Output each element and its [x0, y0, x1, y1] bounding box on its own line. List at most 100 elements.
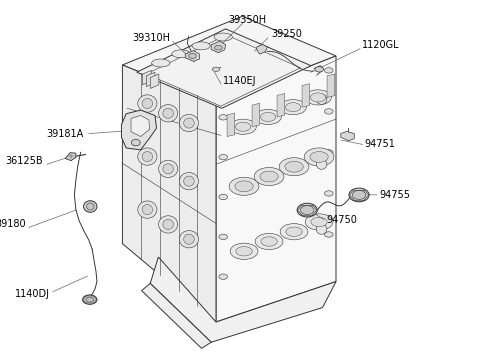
- Ellipse shape: [152, 59, 170, 67]
- Ellipse shape: [349, 188, 369, 202]
- Ellipse shape: [280, 223, 308, 240]
- Text: 1120GL: 1120GL: [362, 40, 400, 50]
- Text: 39310H: 39310H: [132, 33, 170, 43]
- Polygon shape: [122, 65, 216, 322]
- Ellipse shape: [180, 173, 199, 190]
- Ellipse shape: [324, 191, 333, 196]
- Ellipse shape: [286, 103, 301, 112]
- Ellipse shape: [138, 95, 157, 112]
- Ellipse shape: [158, 105, 178, 122]
- Polygon shape: [65, 153, 76, 161]
- Ellipse shape: [219, 234, 228, 240]
- Polygon shape: [341, 131, 354, 141]
- Polygon shape: [131, 116, 150, 136]
- Ellipse shape: [316, 94, 327, 104]
- Polygon shape: [257, 44, 267, 54]
- Ellipse shape: [280, 100, 306, 115]
- Ellipse shape: [230, 243, 258, 260]
- Polygon shape: [146, 72, 155, 87]
- Polygon shape: [150, 74, 159, 88]
- Ellipse shape: [184, 118, 194, 128]
- Polygon shape: [302, 84, 310, 107]
- Ellipse shape: [219, 155, 228, 160]
- Ellipse shape: [83, 295, 97, 304]
- Polygon shape: [146, 35, 300, 106]
- Ellipse shape: [285, 161, 303, 172]
- Ellipse shape: [324, 150, 333, 155]
- Ellipse shape: [163, 164, 173, 174]
- Ellipse shape: [311, 217, 327, 227]
- Ellipse shape: [214, 33, 232, 41]
- Polygon shape: [227, 113, 235, 136]
- Ellipse shape: [158, 160, 178, 178]
- Text: 1140DJ: 1140DJ: [15, 289, 50, 299]
- Ellipse shape: [254, 168, 284, 186]
- Polygon shape: [185, 51, 200, 61]
- Text: 39181A: 39181A: [47, 129, 84, 139]
- Ellipse shape: [184, 176, 194, 186]
- Ellipse shape: [158, 216, 178, 233]
- Ellipse shape: [142, 205, 153, 215]
- Polygon shape: [142, 283, 211, 348]
- Ellipse shape: [230, 119, 256, 134]
- Ellipse shape: [138, 148, 157, 165]
- Polygon shape: [137, 29, 311, 108]
- Ellipse shape: [261, 237, 277, 246]
- Ellipse shape: [86, 203, 94, 210]
- Ellipse shape: [219, 115, 228, 120]
- Ellipse shape: [324, 232, 333, 237]
- Text: 94755: 94755: [379, 190, 410, 200]
- Polygon shape: [277, 93, 285, 117]
- Ellipse shape: [279, 158, 309, 176]
- Ellipse shape: [324, 68, 333, 73]
- Ellipse shape: [255, 109, 281, 125]
- Ellipse shape: [142, 99, 153, 109]
- Ellipse shape: [235, 181, 253, 192]
- Ellipse shape: [261, 112, 276, 121]
- Ellipse shape: [219, 274, 228, 279]
- Ellipse shape: [352, 191, 366, 199]
- Ellipse shape: [305, 214, 333, 230]
- Ellipse shape: [316, 159, 327, 169]
- Ellipse shape: [305, 90, 331, 105]
- Ellipse shape: [172, 50, 190, 58]
- Ellipse shape: [84, 201, 97, 212]
- Ellipse shape: [142, 152, 153, 162]
- Ellipse shape: [212, 67, 220, 71]
- Ellipse shape: [236, 247, 252, 256]
- Polygon shape: [252, 103, 260, 127]
- Ellipse shape: [324, 109, 333, 114]
- Polygon shape: [211, 41, 226, 53]
- Text: 1140EJ: 1140EJ: [223, 76, 257, 86]
- Ellipse shape: [260, 171, 278, 182]
- Polygon shape: [122, 16, 336, 103]
- Polygon shape: [121, 110, 156, 150]
- Polygon shape: [216, 56, 336, 322]
- Ellipse shape: [215, 45, 222, 50]
- Text: 94751: 94751: [365, 139, 396, 149]
- Ellipse shape: [255, 233, 283, 249]
- Ellipse shape: [132, 139, 140, 146]
- Ellipse shape: [138, 201, 157, 218]
- Text: 39180: 39180: [0, 219, 26, 229]
- Polygon shape: [327, 74, 335, 97]
- Ellipse shape: [180, 231, 199, 248]
- Ellipse shape: [229, 177, 259, 195]
- Ellipse shape: [163, 219, 173, 230]
- Ellipse shape: [300, 206, 314, 214]
- Polygon shape: [143, 70, 151, 85]
- Ellipse shape: [235, 122, 251, 131]
- Ellipse shape: [219, 194, 228, 200]
- Polygon shape: [150, 257, 336, 342]
- Ellipse shape: [180, 114, 199, 132]
- Text: 36125B: 36125B: [6, 156, 43, 166]
- Ellipse shape: [297, 203, 317, 217]
- Ellipse shape: [315, 66, 324, 72]
- Ellipse shape: [184, 234, 194, 244]
- Ellipse shape: [189, 53, 196, 58]
- Ellipse shape: [286, 227, 302, 236]
- Text: 39350H: 39350H: [228, 15, 266, 25]
- Ellipse shape: [192, 42, 210, 50]
- Ellipse shape: [310, 152, 328, 162]
- Ellipse shape: [316, 224, 327, 234]
